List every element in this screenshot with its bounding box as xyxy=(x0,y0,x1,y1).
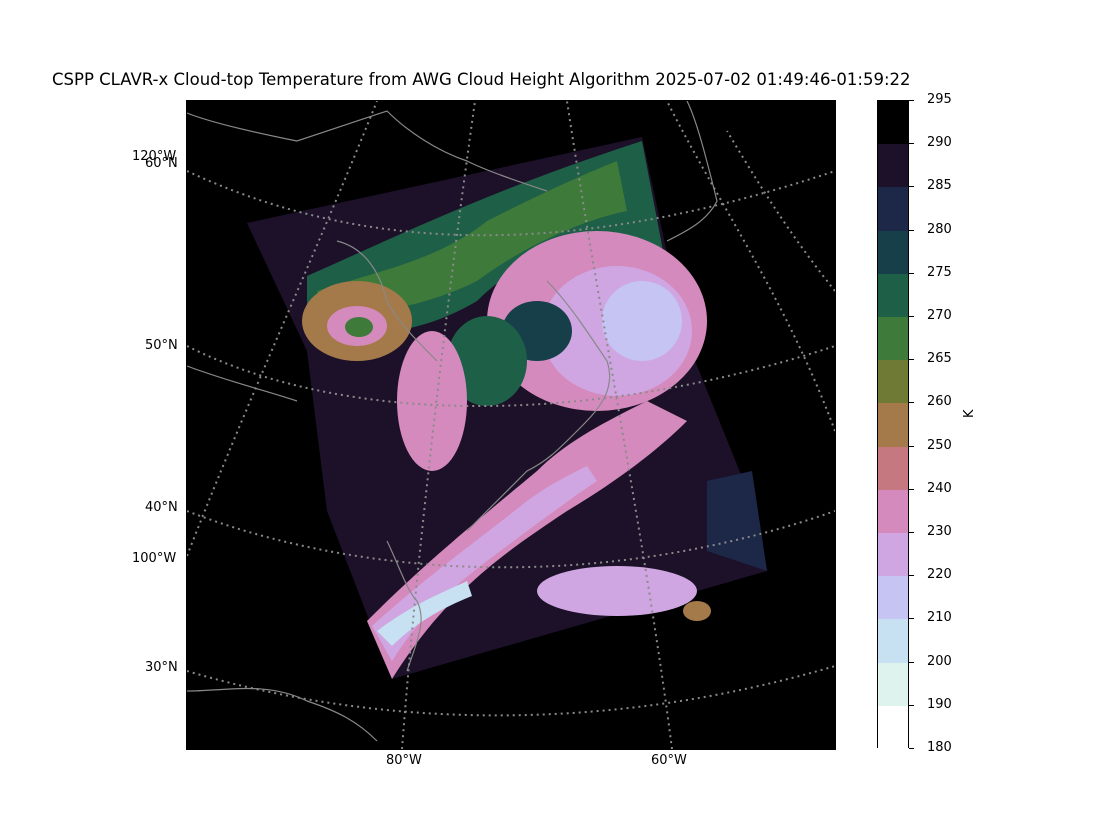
colorbar-tick-label: 280 xyxy=(927,221,952,237)
coastlines xyxy=(187,101,718,742)
colorbar-tick-label: 260 xyxy=(927,394,952,410)
label-lat-60n: 60°N xyxy=(145,156,178,171)
colorbar-tick-label: 240 xyxy=(927,480,952,496)
colorbar-tick xyxy=(909,445,914,447)
colorbar-segment xyxy=(878,360,908,404)
colorbar-tick-label: 250 xyxy=(927,437,952,453)
label-lat-40n: 40°N xyxy=(145,500,178,515)
colorbar-tick-label: 200 xyxy=(927,653,952,669)
label-lon-60w: 60°W xyxy=(651,753,687,768)
colorbar-tick xyxy=(909,488,914,490)
cloud-central xyxy=(397,331,467,471)
colorbar-tick xyxy=(909,402,914,404)
colorbar-segment xyxy=(878,101,908,145)
colorbar-tick-label: 220 xyxy=(927,567,952,583)
colorbar-segment xyxy=(878,403,908,448)
colorbar-segment xyxy=(878,576,908,620)
colorbar-segment xyxy=(878,230,908,275)
colorbar-tick xyxy=(909,143,914,145)
colorbar-segment xyxy=(878,705,908,750)
colorbar-unit-label: K xyxy=(962,409,977,418)
cloud-band-north-2 xyxy=(317,161,627,316)
colorbar-tick-label: 295 xyxy=(927,92,952,107)
colorbar-tick xyxy=(909,359,914,361)
colorbar-tick xyxy=(909,618,914,620)
label-lat-30n: 30°N xyxy=(145,660,178,675)
colorbar-tick-label: 270 xyxy=(927,308,952,323)
colorbar-segment xyxy=(878,317,908,361)
colorbar-segment xyxy=(878,619,908,664)
cloud-southeast xyxy=(707,471,767,571)
label-lon-100w: 100°W xyxy=(132,551,177,566)
colorbar-tick-label: 290 xyxy=(927,135,952,151)
label-lat-50n: 50°N xyxy=(145,338,178,353)
colorbar-segment xyxy=(878,273,908,318)
colorbar-tick xyxy=(909,575,914,577)
colorbar-tick xyxy=(909,272,914,274)
colorbar xyxy=(877,100,909,750)
colorbar-tick xyxy=(909,100,914,101)
figure-title: CSPP CLAVR-x Cloud-top Temperature from … xyxy=(52,70,911,89)
colorbar-tick xyxy=(909,704,914,706)
colorbar-tick xyxy=(909,661,914,663)
colorbar-tick-label: 210 xyxy=(927,610,952,626)
colorbar-tick-label: 275 xyxy=(927,264,952,280)
graticule xyxy=(187,101,835,749)
colorbar-segment xyxy=(878,533,908,577)
colorbar-tick-label: 265 xyxy=(927,351,952,367)
colorbar-segment xyxy=(878,144,908,188)
label-lon-80w: 80°W xyxy=(386,753,422,768)
satellite-imagery xyxy=(187,101,835,749)
colorbar-segment xyxy=(878,662,908,707)
label-lon-120w: 120°W xyxy=(132,149,177,164)
colorbar-tick xyxy=(909,186,914,188)
colorbar-tick-label: 190 xyxy=(927,696,952,712)
frontal-band xyxy=(367,401,687,679)
colorbar-tick xyxy=(909,748,914,749)
colorbar-tick-label: 285 xyxy=(927,178,952,194)
colorbar-segment xyxy=(878,187,908,232)
colorbar-tick-label: 230 xyxy=(927,524,952,539)
colorbar-tick xyxy=(909,532,914,533)
colorbar-segment xyxy=(878,446,908,491)
map-panel xyxy=(186,100,836,750)
colorbar-tick xyxy=(909,316,914,317)
colorbar-tick xyxy=(909,229,914,231)
cloud-south xyxy=(537,566,697,616)
colorbar-tick-label: 180 xyxy=(927,740,952,755)
colorbar-segment xyxy=(878,489,908,534)
